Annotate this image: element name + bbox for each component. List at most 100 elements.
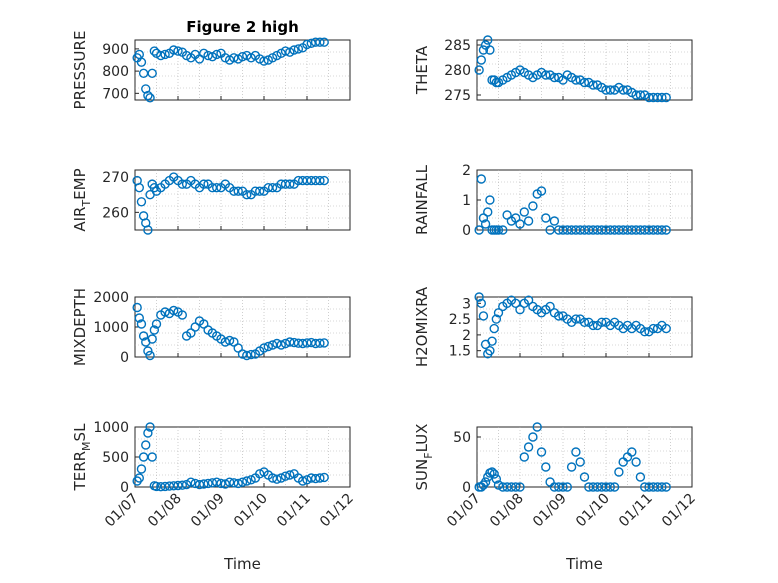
data-point [242,350,252,361]
y-axis-label: PRESSURE [71,31,89,110]
data-point [519,452,529,462]
data-point [476,174,486,184]
data-point [134,182,145,193]
data-point [566,462,577,472]
data-point [489,469,499,479]
y-tick-label: 0 [462,223,471,239]
data-point [173,46,183,56]
data-point [216,478,226,489]
data-point [541,213,551,223]
data-point [280,471,291,481]
data-point [493,308,504,318]
data-point [491,314,502,324]
data-point [474,292,484,302]
subplot-air-temp: 260 270 AIRTEMP [71,168,351,235]
data-point [528,201,538,211]
data-point [315,338,325,348]
data-point [523,442,534,452]
data-point [474,65,484,75]
data-point [168,45,179,55]
data-point [515,304,525,315]
data-point [143,90,153,101]
data-point [149,325,160,335]
data-point [242,190,252,200]
y-tick-label: 2 [462,163,471,179]
y-tick-label: 0 [462,480,471,496]
y-tick-label: 285 [444,38,471,54]
data-point [138,331,149,341]
data-point [618,85,628,95]
data-point [485,45,495,55]
data-point [315,175,325,186]
data-point [502,210,512,220]
data-point [493,225,504,235]
data-point [315,473,325,483]
y-tick-label: 1000 [93,320,129,336]
x-axis-label: Time [223,555,261,573]
y-tick-label: 0 [120,350,129,366]
chart-title: Figure 2 high [186,18,299,36]
y-tick-label: 900 [102,42,129,58]
data-point [319,338,329,348]
data-point [661,482,671,492]
y-axis-label: H2OMIXRA [413,286,431,367]
data-point [476,55,486,65]
data-point [549,72,560,83]
data-point [168,305,179,316]
data-point [199,479,209,489]
data-point [136,197,147,207]
data-point [147,452,157,462]
data-point [541,70,551,80]
data-point [571,75,581,85]
data-point [149,46,160,56]
data-point [657,482,667,492]
data-point [220,479,231,489]
data-point [233,478,243,489]
data-point [141,440,151,450]
subplot-theta: 275 280 285 THETA [413,35,693,104]
data-point [224,335,235,346]
data-point [562,482,572,492]
data-point [545,301,555,312]
data-point [143,346,153,356]
data-point [237,51,248,62]
y-tick-label: 275 [444,88,471,104]
data-point [136,464,147,474]
data-point [298,476,308,486]
data-point [246,349,256,360]
data-point [302,39,312,50]
data-point [224,477,235,487]
data-point [145,93,155,103]
y-tick-label: 2.5 [449,312,471,328]
data-point [579,472,590,482]
data-point [255,469,265,479]
data-point [640,327,650,337]
y-tick-label: 270 [102,170,129,186]
data-point [588,80,598,90]
data-point [571,314,581,324]
data-point [259,343,269,353]
data-point [211,477,222,487]
data-point [267,182,278,193]
y-axis-label: MIXDEPTH [71,288,89,366]
data-point [635,90,646,100]
y-tick-label: 2 [462,328,471,344]
y-tick-label: 1 [462,193,471,209]
data-point [143,428,153,438]
data-point [536,186,547,196]
data-point [190,322,200,332]
data-point [147,334,157,344]
data-point [657,92,667,103]
data-point [289,45,299,55]
data-point [483,207,493,217]
data-point [588,320,598,331]
data-point [199,179,209,189]
data-point [233,186,243,196]
data-point [605,85,615,95]
data-point [485,345,495,356]
data-point [203,478,213,489]
data-point [272,474,282,484]
data-point [255,186,265,196]
data-point [319,175,329,186]
